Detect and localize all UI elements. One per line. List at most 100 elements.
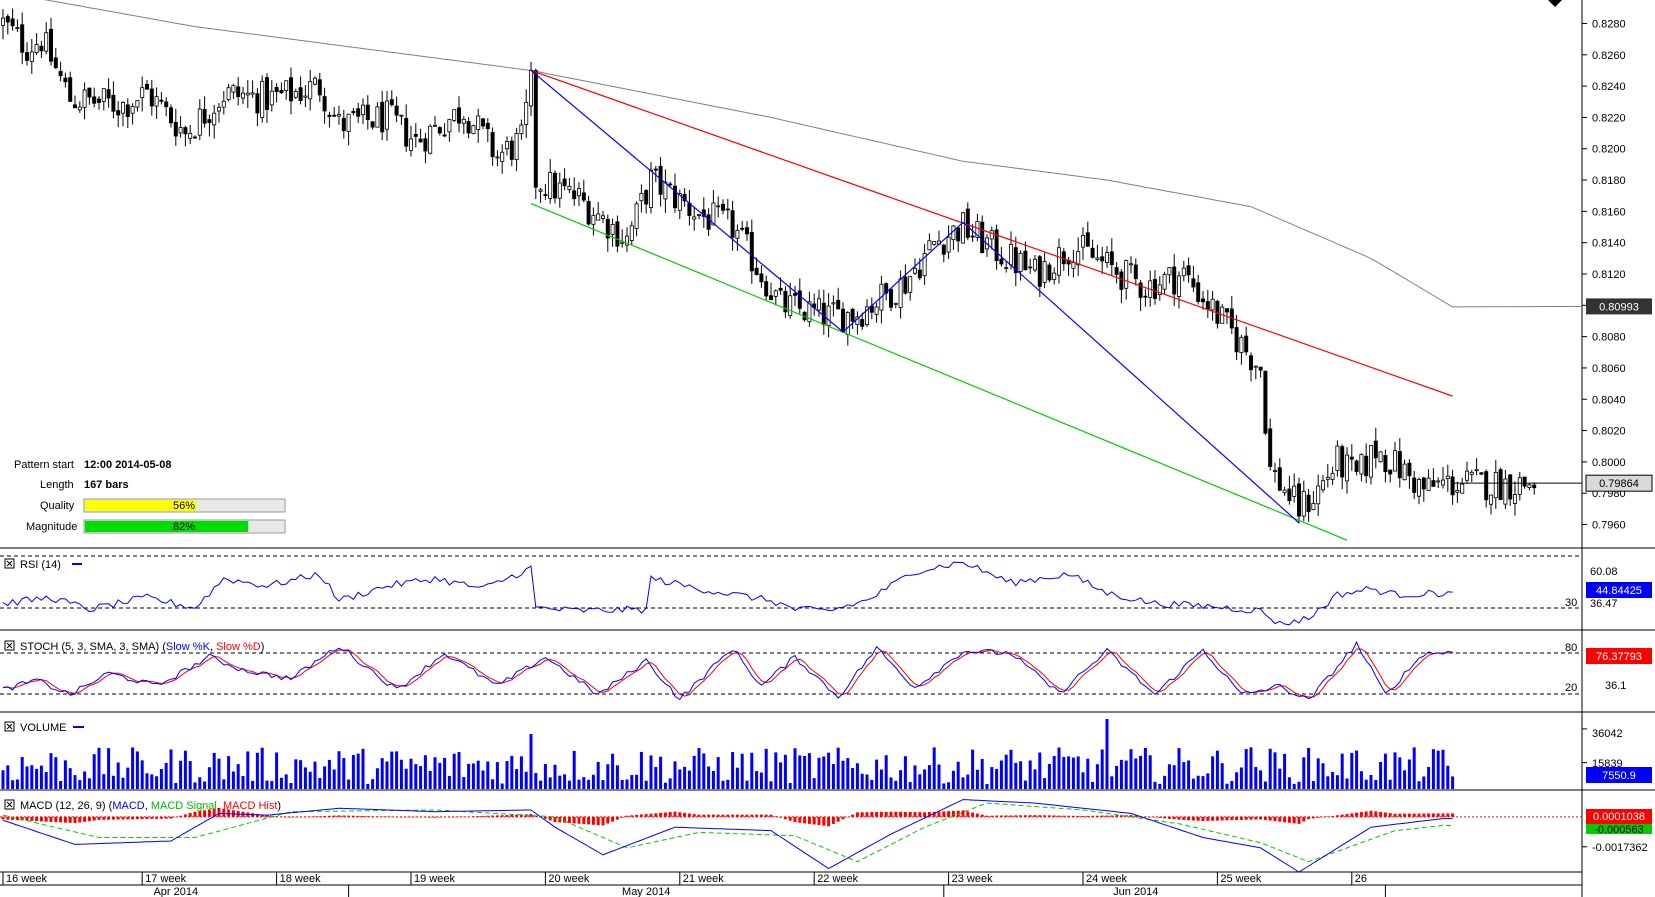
volume-bar	[836, 747, 840, 789]
macd-hist-bar	[1225, 816, 1229, 821]
rsi-tick-lower: 36.47	[1590, 598, 1618, 610]
macd-hist-bar	[97, 816, 101, 820]
volume-bar	[1201, 776, 1205, 789]
candle-up	[221, 100, 226, 108]
scroll-arrow-icon[interactable]	[1548, 0, 1562, 7]
volume-bar	[246, 751, 250, 789]
stoch-collapse-icon[interactable]	[4, 640, 15, 651]
macd-hist-bar	[606, 816, 610, 824]
macd-hist-bar	[299, 816, 303, 818]
macd-hist-bar	[255, 813, 259, 817]
macd-hist-bar	[438, 816, 442, 818]
candle-up	[898, 278, 903, 308]
candle-up	[1455, 490, 1460, 493]
macd-hist-bar	[899, 811, 903, 817]
candle-down	[740, 227, 745, 230]
macd-hist-bar	[788, 816, 792, 821]
macd-hist-bar	[433, 816, 437, 818]
macd-signal-line	[2, 802, 1453, 863]
candle-up	[1052, 272, 1057, 281]
macd-label-signal: MACD Signal	[151, 800, 217, 812]
volume-bar	[956, 761, 960, 789]
candle-up	[1282, 489, 1287, 494]
candle-down	[783, 290, 788, 313]
candle-down	[1047, 264, 1052, 281]
volume-bar	[395, 751, 399, 789]
volume-bar	[639, 751, 643, 789]
candle-down	[73, 104, 78, 109]
volume-bar	[759, 772, 763, 789]
candle-down	[1196, 282, 1201, 303]
macd-hist-bar	[102, 816, 106, 820]
candle-up	[711, 202, 716, 226]
candle-up	[1105, 252, 1110, 264]
candle-up	[620, 241, 625, 244]
candle-down	[553, 172, 558, 199]
candle-up	[471, 125, 476, 135]
candle-up	[240, 92, 245, 99]
volume-bar	[203, 781, 207, 789]
volume-bar	[668, 778, 672, 789]
candle-down	[370, 121, 375, 128]
macd-hist-bar	[1446, 813, 1450, 817]
rsi-collapse-icon[interactable]	[4, 558, 15, 569]
candle-up	[773, 290, 778, 297]
price-tick-label: 0.7960	[1592, 520, 1626, 532]
macd-hist-bar	[779, 816, 783, 818]
candle-up	[927, 240, 932, 251]
candle-up	[500, 151, 505, 162]
volume-bar	[342, 758, 346, 789]
candle-up	[428, 125, 433, 154]
macd-hist-bar	[591, 816, 595, 825]
volume-bar	[788, 783, 792, 789]
volume-bar	[1119, 759, 1123, 789]
candle-down	[754, 267, 759, 276]
volume-bar	[1359, 771, 1363, 789]
macd-hist-bar	[1201, 816, 1205, 821]
volume-bar	[937, 764, 941, 789]
candle-down	[106, 89, 111, 99]
macd-hist-bar	[884, 811, 888, 817]
candle-up	[663, 181, 668, 200]
candle-up	[1129, 263, 1134, 266]
volume-bar	[270, 781, 274, 789]
macd-hist-bar	[1379, 811, 1383, 817]
macd-hist-bar	[654, 813, 658, 817]
macd-hist-bar	[1326, 816, 1330, 818]
rsi-last-value-tag	[1586, 582, 1652, 598]
volume-bar	[1287, 777, 1291, 789]
sma-line	[43, 0, 1583, 308]
macd-hist-bar	[1033, 815, 1037, 817]
macd-tick: -0.0017362	[1592, 842, 1648, 854]
macd-hist-bar	[44, 816, 48, 822]
candle-up	[1489, 494, 1494, 505]
candle-down	[860, 319, 865, 327]
volume-bar	[563, 774, 567, 789]
macd-hist-bar	[1110, 815, 1114, 817]
macd-hist-bar	[846, 816, 850, 818]
candle-down	[341, 117, 346, 132]
volume-bar	[15, 779, 19, 789]
volume-bar	[1076, 756, 1080, 789]
macd-hist-bar	[1047, 815, 1051, 817]
macd-collapse-icon[interactable]	[4, 799, 15, 810]
macd-hist-bar	[371, 816, 375, 817]
macd-hist-bar	[519, 814, 523, 817]
candle-up	[447, 119, 452, 133]
volume-bar	[745, 780, 749, 789]
macd-hist-bar	[457, 816, 461, 818]
macd-hist-bar	[918, 812, 922, 817]
volume-collapse-icon[interactable]	[4, 721, 15, 732]
magnitude-bar-value: 82%	[173, 521, 195, 533]
macd-hist-bar	[1316, 816, 1320, 818]
volume-bar	[932, 747, 936, 789]
candle-down	[1191, 278, 1196, 288]
volume-bar	[894, 780, 898, 789]
candle-up	[845, 312, 850, 335]
macd-hist-bar	[1134, 815, 1138, 817]
macd-hist-bar	[985, 815, 989, 817]
macd-hist-bar	[831, 816, 835, 824]
volume-bar	[567, 780, 571, 789]
volume-bar	[1215, 750, 1219, 789]
candle-down	[236, 86, 241, 98]
